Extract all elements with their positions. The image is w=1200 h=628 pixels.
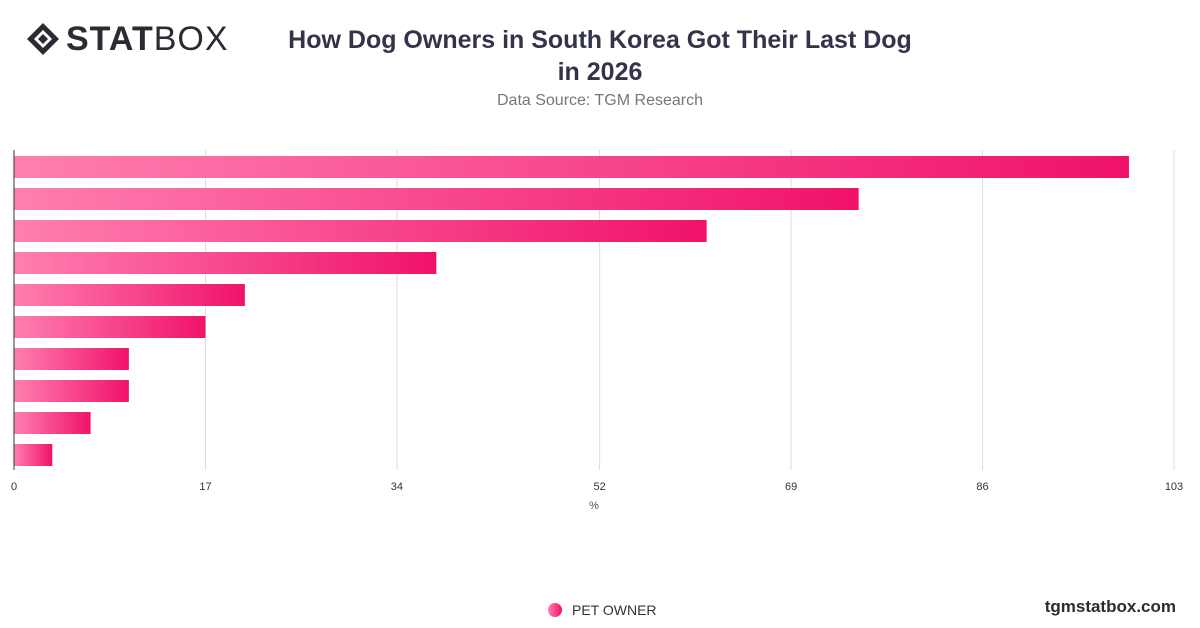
x-axis-label: % — [589, 500, 599, 512]
x-tick-label: 17 — [199, 481, 211, 493]
legend[interactable]: PET OWNER — [548, 602, 657, 618]
logo: STATBOX — [26, 22, 229, 56]
chart-title: How Dog Owners in South Korea Got Their … — [288, 26, 912, 86]
legend-marker-icon — [548, 603, 562, 617]
x-tick-label: 34 — [391, 481, 403, 493]
bar[interactable] — [14, 316, 206, 338]
site-url: tgmstatbox.com — [1044, 597, 1176, 616]
bar[interactable] — [14, 444, 53, 466]
bar[interactable] — [14, 188, 859, 210]
x-tick-label: 86 — [976, 481, 988, 493]
x-tick-label: 69 — [785, 481, 797, 493]
x-tick-label: 0 — [11, 481, 17, 493]
bar[interactable] — [14, 252, 437, 274]
bar[interactable] — [14, 380, 129, 402]
bar[interactable] — [14, 284, 245, 306]
legend-label: PET OWNER — [572, 602, 657, 618]
bar[interactable] — [14, 220, 707, 242]
logo-text-light: BOX — [153, 20, 229, 58]
x-tick-label: 52 — [594, 481, 606, 493]
x-tick-label: 103 — [1165, 481, 1183, 493]
statbox-logo-icon — [27, 23, 59, 55]
logo-text-bold: STAT — [66, 20, 154, 58]
bar[interactable] — [14, 412, 91, 434]
bar[interactable] — [14, 156, 1129, 178]
chart-subtitle: Data Source: TGM Research — [496, 92, 703, 109]
bar[interactable] — [14, 348, 129, 370]
